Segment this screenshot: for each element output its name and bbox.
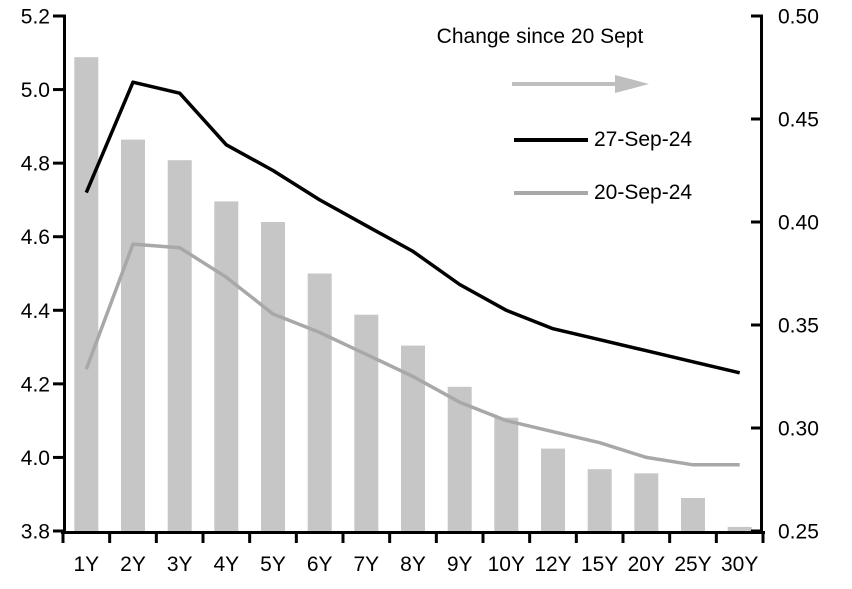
legend-item-27sep: 27-Sep-24	[514, 128, 692, 152]
bar-30Y	[727, 526, 752, 531]
right-tick-label-0.50: 0.50	[778, 6, 819, 29]
bar-15Y	[587, 469, 612, 531]
left-tick-label-5.2: 5.2	[21, 6, 50, 29]
x-label-15Y: 15Y	[581, 553, 618, 576]
line-27-Sep-24	[84, 80, 741, 375]
left-tick-label-4.8: 4.8	[21, 153, 50, 176]
bar-5Y	[261, 222, 285, 531]
right-arrow-icon	[511, 72, 651, 96]
x-label-30Y: 30Y	[721, 553, 758, 576]
x-label-12Y: 12Y	[534, 553, 571, 576]
line-sample-27sep-icon	[514, 138, 588, 142]
bar-2Y	[121, 139, 145, 531]
x-label-25Y: 25Y	[674, 553, 711, 576]
right-tick-label-0.25: 0.25	[778, 521, 819, 544]
left-tick-label-4.0: 4.0	[21, 447, 50, 470]
x-label-1Y: 1Y	[73, 553, 99, 576]
legend-bar-label: Change since 20 Sept	[436, 25, 644, 48]
legend-label-20sep: 20-Sep-24	[594, 181, 693, 204]
x-label-4Y: 4Y	[213, 553, 239, 576]
legend-label-27sep: 27-Sep-24	[594, 128, 693, 151]
x-label-6Y: 6Y	[307, 553, 333, 576]
right-tick-label-0.40: 0.40	[778, 212, 819, 235]
bar-12Y	[541, 448, 565, 531]
bar-6Y	[307, 273, 332, 531]
x-label-20Y: 20Y	[628, 553, 665, 576]
x-label-8Y: 8Y	[400, 553, 426, 576]
x-label-9Y: 9Y	[447, 553, 473, 576]
x-label-2Y: 2Y	[120, 553, 146, 576]
x-label-3Y: 3Y	[167, 553, 193, 576]
bar-3Y	[167, 160, 192, 531]
x-label-5Y: 5Y	[260, 553, 286, 576]
line-20-Sep-24	[84, 242, 740, 467]
right-tick-label-0.30: 0.30	[778, 418, 819, 441]
left-tick-label-4.2: 4.2	[21, 373, 50, 396]
left-tick-label-3.8: 3.8	[21, 521, 50, 544]
bar-7Y	[354, 314, 379, 531]
legend-item-20sep: 20-Sep-24	[514, 181, 692, 205]
line-sample-20sep-icon	[514, 191, 588, 195]
bar-10Y	[494, 417, 519, 531]
bar-9Y	[447, 386, 472, 531]
left-tick-label-4.4: 4.4	[21, 300, 51, 323]
left-tick-label-4.6: 4.6	[21, 226, 50, 249]
right-tick-label-0.35: 0.35	[778, 315, 819, 338]
bar-20Y	[634, 473, 659, 531]
bar-1Y	[74, 57, 99, 531]
left-tick-label-5.0: 5.0	[21, 79, 50, 102]
bar-4Y	[214, 201, 239, 531]
right-tick-label-0.45: 0.45	[778, 109, 819, 132]
x-label-10Y: 10Y	[488, 553, 525, 576]
bar-25Y	[681, 498, 705, 531]
x-label-7Y: 7Y	[353, 553, 379, 576]
